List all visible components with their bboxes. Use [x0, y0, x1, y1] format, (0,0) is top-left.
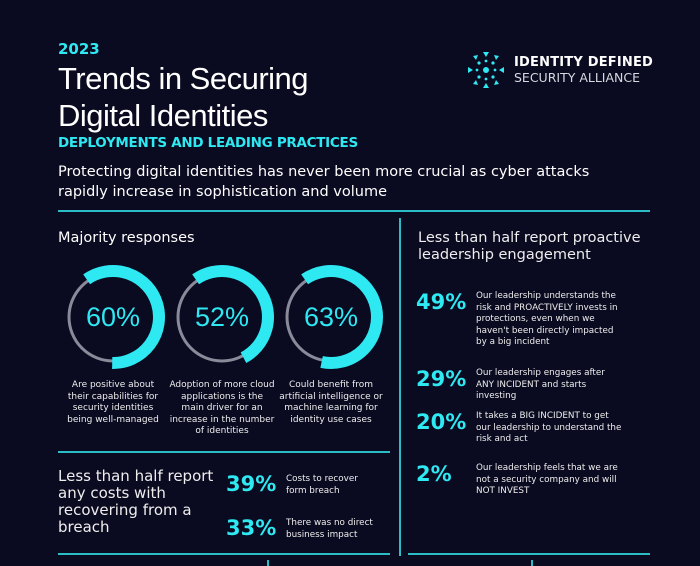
stat-value: 2% — [416, 462, 452, 486]
stat-description: It takes a BIG INCIDENT to get our leade… — [476, 411, 622, 444]
costs-heading: Less than half report any costs with rec… — [58, 467, 214, 536]
stat-description: Our leadership feels that we are not a s… — [476, 463, 618, 496]
stat-value: 49% — [416, 290, 467, 314]
intro-text: Protecting digital identities has never … — [58, 164, 590, 200]
ring-description: Could benefit from artificial intelligen… — [279, 380, 383, 425]
cost-stat: 33% There was no direct business impact — [226, 516, 386, 541]
ring-value-arc — [83, 265, 165, 369]
logo: IDENTITY DEFINED SECURITY ALLIANCE — [466, 50, 653, 90]
ring-chart: 52% — [167, 262, 277, 372]
tick-right — [531, 560, 533, 566]
title-line-1: Trends in Securing — [58, 61, 309, 96]
stat-value: 29% — [416, 367, 467, 391]
stat-description: Our leadership understands the risk and … — [476, 291, 618, 347]
divider-right-bottom — [408, 553, 650, 555]
ring-value-arc — [192, 265, 274, 363]
ring-value-arc — [301, 265, 383, 369]
leadership-stat: 2% Our leadership feels that we are not a… — [416, 462, 624, 498]
divider-left-bottom — [58, 553, 390, 555]
logo-line-2: SECURITY ALLIANCE — [514, 70, 641, 85]
stat-value: 33% — [226, 516, 277, 540]
majority-heading: Majority responses — [58, 230, 195, 246]
divider-vertical — [399, 218, 401, 556]
cost-stat: 39% Costs to recover form breach — [226, 472, 366, 497]
stat-description: Our leadership engages after ANY INCIDEN… — [476, 368, 605, 401]
leadership-stat: 29% Our leadership engages after ANY INCI… — [416, 367, 624, 403]
title-line-2: Digital Identities — [58, 98, 268, 133]
idsa-logo-icon — [468, 52, 504, 88]
stat-value: 39% — [226, 472, 277, 496]
ring-chart: 63% — [276, 262, 386, 372]
ring-value: 60% — [85, 301, 141, 332]
leadership-heading: Less than half report proactive leadersh… — [418, 230, 641, 263]
leadership-stat: 49% Our leadership understands the risk a… — [416, 290, 624, 349]
report-year: 2023 — [58, 40, 100, 58]
ring-value: 63% — [303, 301, 359, 332]
logo-line-1: IDENTITY DEFINED — [514, 55, 654, 70]
page-subtitle: DEPLOYMENTS AND LEADING PRACTICES — [58, 135, 358, 151]
divider-top — [58, 210, 650, 212]
ring-description: Are positive about their capabilities fo… — [67, 380, 159, 425]
page-title: Trends in Securing Digital Identities — [58, 60, 309, 134]
ring-description: Adoption of more cloud applications is t… — [169, 380, 275, 436]
stat-value: 20% — [416, 410, 467, 434]
ring-value: 52% — [194, 301, 250, 332]
tick-left — [267, 560, 269, 566]
divider-left-mid — [58, 451, 390, 453]
leadership-stat: 20% It takes a BIG INCIDENT to get our le… — [416, 410, 624, 446]
stat-description: There was no direct business impact — [286, 518, 373, 540]
ring-chart: 60% — [58, 262, 168, 372]
stat-description: Costs to recover form breach — [286, 474, 358, 496]
